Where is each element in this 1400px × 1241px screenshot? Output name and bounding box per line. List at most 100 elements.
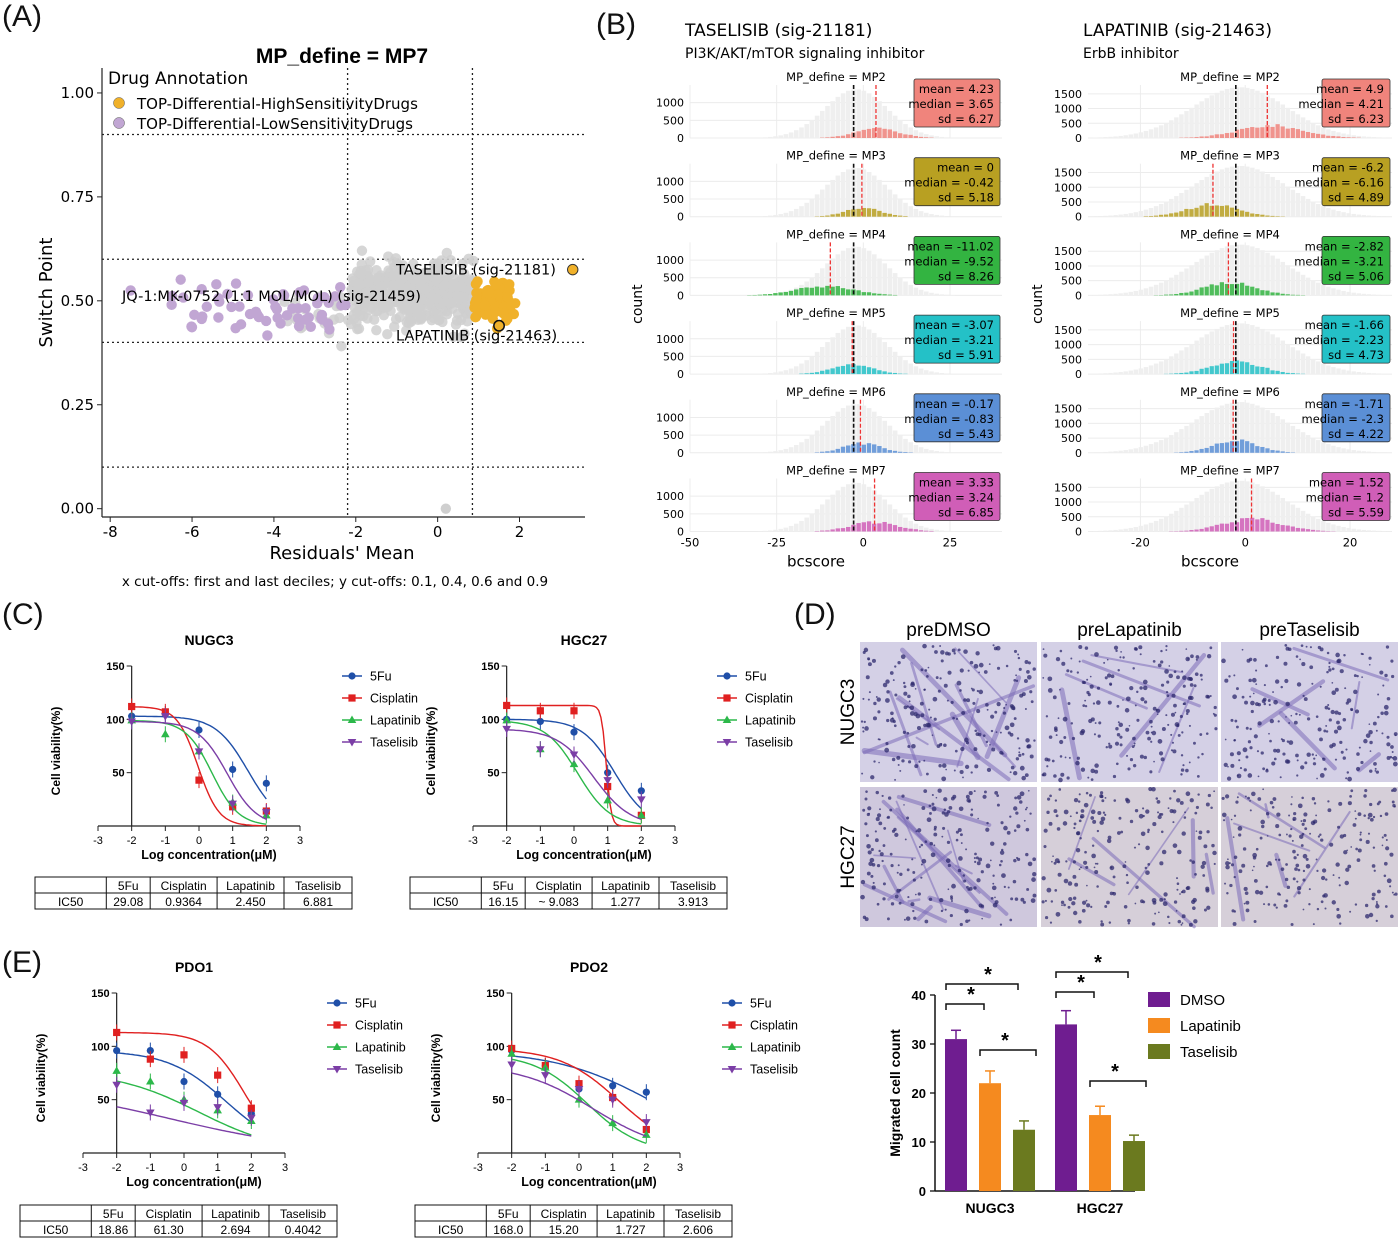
pore-dot [1133,742,1136,745]
pore-dot [1319,833,1322,836]
pore-dot [1290,714,1293,717]
pore-dot [1230,818,1233,821]
pore-dot [1357,812,1362,817]
background-bar [788,368,794,375]
pore-dot [1249,695,1252,698]
y-tick-label: 500 [1061,117,1082,130]
pore-dot [1224,882,1227,885]
background-bar [1280,183,1285,217]
taselisib-point [567,263,579,276]
pore-dot [1175,909,1178,912]
pore-dot [939,677,942,680]
pore-dot [1389,852,1394,857]
y-tick-label: 1000 [656,175,684,188]
background-bar [861,326,867,375]
pore-dot [1195,830,1198,832]
pore-dot [1096,686,1101,690]
background-bar [877,179,882,217]
pore-dot [917,892,921,896]
pore-dot [871,885,876,890]
background-bar [851,404,856,453]
background-bar [892,430,898,453]
pore-dot [1165,690,1169,694]
facet-bar [1290,128,1295,138]
pore-dot [1283,661,1288,666]
y-axis-label: Cell viability(%) [34,1034,48,1123]
pore-dot [1090,717,1095,722]
pore-dot [1223,762,1228,767]
background-bar [799,520,804,532]
pore-dot [1275,655,1280,659]
pore-dot [867,657,871,661]
pore-dot [894,832,899,837]
pore-dot [1094,769,1099,774]
x-tick-label: 2 [263,835,269,847]
pore-dot [1059,755,1063,758]
facet-bar [918,136,924,138]
pore-dot [920,843,924,847]
background-bar [1331,288,1336,296]
pore-dot [1182,684,1186,688]
background-bar [1336,525,1341,532]
pore-dot [1187,657,1190,660]
background-bar [1158,125,1164,138]
background-bar [1158,282,1164,296]
pore-dot [1094,869,1099,874]
facet-bar [1179,372,1184,375]
table-header-cell: 5Fu [498,1207,519,1221]
facet-bar [1204,203,1209,217]
pore-dot [950,900,953,903]
background-bar [887,346,893,375]
x-tick-label: -50 [681,536,700,550]
pore-dot [1326,670,1329,674]
stats-box [1321,235,1391,285]
pore-dot [1354,709,1360,714]
pore-dot [1116,733,1121,737]
facet-bar [1189,291,1194,296]
pore-dot [867,806,872,811]
data-point-taselisib [262,809,271,817]
pore-dot [1305,857,1309,861]
pore-dot [906,816,910,820]
pore-dot [1277,858,1281,862]
background-bar [1199,258,1204,296]
pore-dot [1247,796,1250,800]
pore-dot [984,790,987,794]
facet-bar [1194,370,1199,375]
facet-bar [1224,442,1230,453]
pore-dot [1141,807,1145,810]
pore-dot [1212,850,1217,856]
pore-dot [1339,834,1344,839]
data-point-taselisib [608,1096,617,1105]
pore-dot [1342,717,1347,722]
pore-dot [1224,678,1229,683]
pore-dot [1221,658,1226,664]
background-bar [934,529,939,532]
grey-point [410,304,422,315]
background-bar [861,484,867,532]
y-tick-label: 1500 [1054,167,1082,180]
pore-dot [1181,831,1186,836]
background-bar [1209,95,1215,138]
pore-dot [1203,844,1208,849]
background-bar [1346,213,1351,217]
significance-bracket [979,1049,1037,1056]
stats-mean: mean = 3.33 [919,476,994,490]
pore-dot [928,897,933,901]
cell-streak [1357,752,1381,773]
background-bar [1336,132,1341,138]
grey-point [389,321,400,332]
background-bar [851,482,856,532]
pore-dot [1029,812,1032,815]
pore-dot [1389,885,1392,888]
background-bar [1113,451,1118,453]
pore-dot [1327,707,1331,710]
data-point-5fu [214,1090,222,1098]
pore-dot [1047,676,1053,682]
pore-dot [924,669,928,672]
pore-dot [1013,649,1018,654]
stats-sd: sd = 5.18 [938,191,994,205]
y-axis-label: Cell viability(%) [424,707,438,796]
facet-bar [1164,214,1169,217]
